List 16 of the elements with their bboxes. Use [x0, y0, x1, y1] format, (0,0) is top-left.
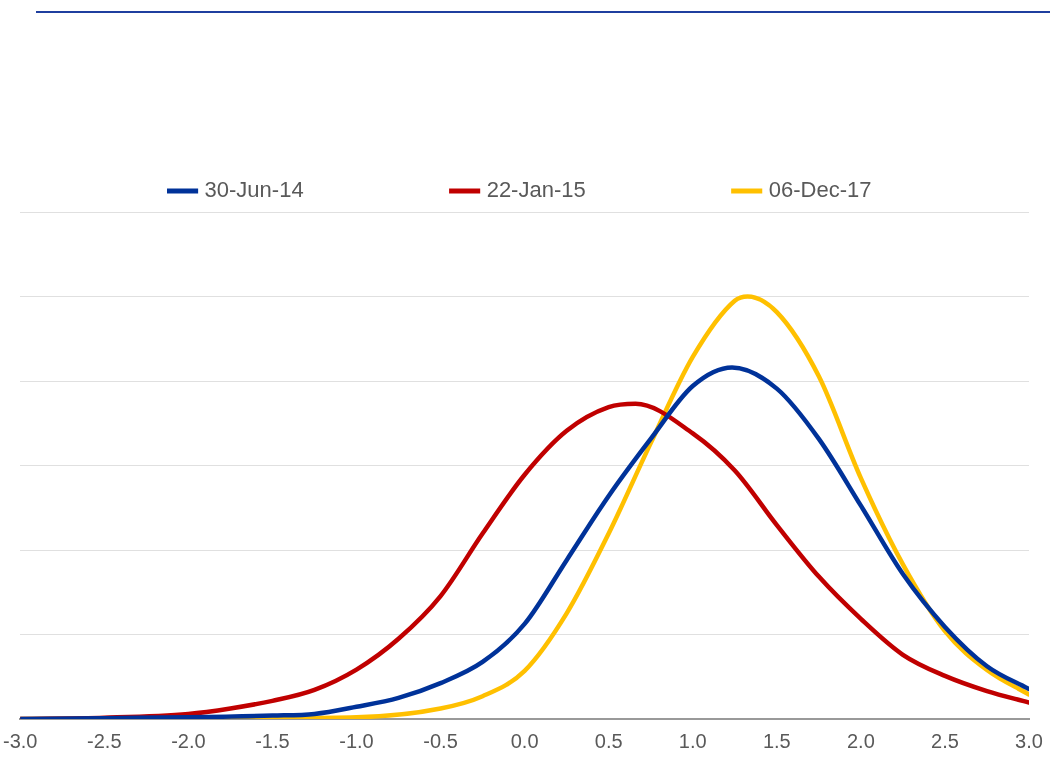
x-tick-label: -1.5 — [255, 729, 290, 752]
x-tick-label: 2.5 — [931, 729, 959, 752]
x-tick-label: -2.0 — [171, 729, 206, 752]
x-tick-label: 0.0 — [510, 729, 539, 752]
x-tick-label: -3.0 — [3, 729, 38, 752]
x-tick-label: -0.5 — [423, 729, 458, 752]
x-tick-label: 2.0 — [846, 729, 875, 752]
x-tick-label: 1.0 — [678, 729, 707, 752]
x-tick-label: 0.5 — [594, 729, 623, 752]
x-tick-label: -1.0 — [339, 729, 374, 752]
legend-label: 06-Dec-17 — [768, 177, 872, 203]
x-tick-label: -2.5 — [87, 729, 122, 752]
x-tick-label: 1.5 — [762, 729, 791, 752]
x-tick-label: 3.0 — [1015, 729, 1043, 752]
legend-label: 22-Jan-15 — [486, 177, 586, 203]
legend-label: 30-Jun-14 — [204, 177, 304, 203]
